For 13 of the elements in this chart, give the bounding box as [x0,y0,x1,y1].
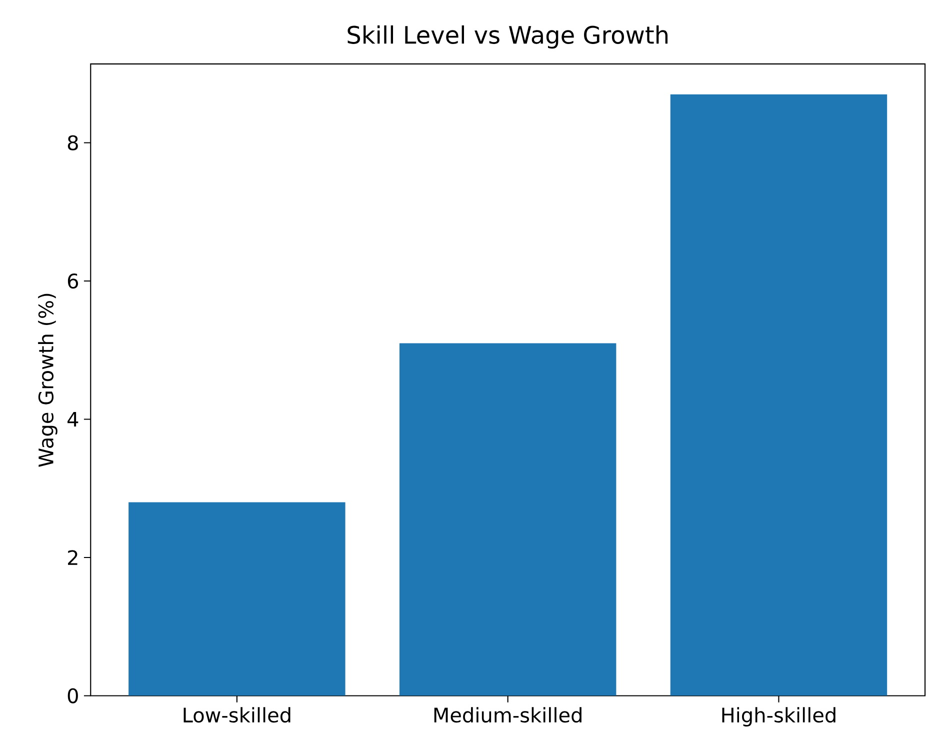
y-axis-title: Wage Growth (%) [38,294,58,467]
chart-title: Skill Level vs Wage Growth [348,25,668,48]
bar [670,94,888,696]
y-tick-label: 8 [68,135,78,150]
y-tick-label: 0 [68,688,78,704]
y-tick-label: 4 [68,412,78,426]
x-tick-label: High-skilled [722,706,836,726]
y-tick-label: 6 [68,273,78,288]
bar [128,502,346,696]
x-tick-label: Low-skilled [184,706,290,722]
y-tick-label: 2 [68,550,78,565]
x-tick-label: Medium-skilled [434,706,582,722]
bar [399,343,616,696]
